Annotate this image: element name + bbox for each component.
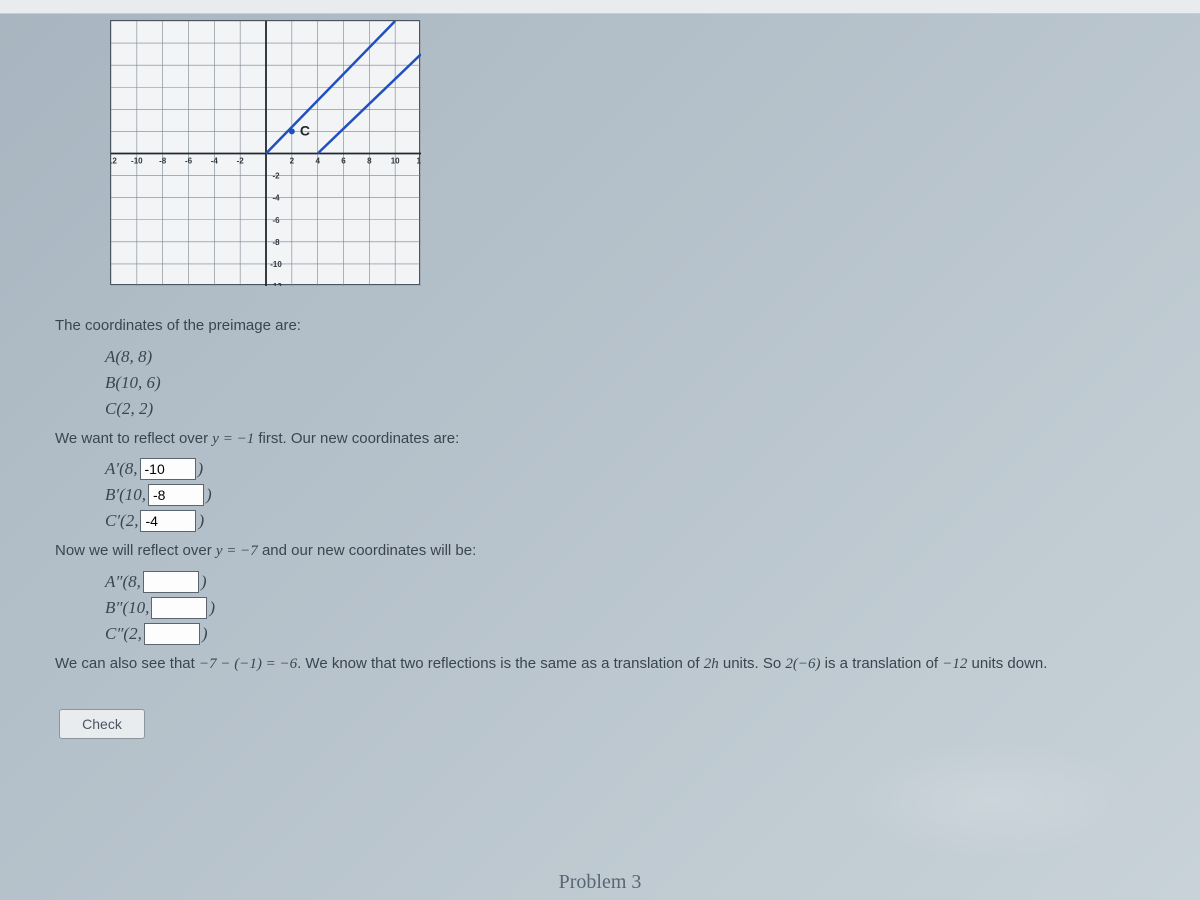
concl-c: units. So (719, 655, 786, 672)
C-prime-row: C′(2, ) (105, 508, 1170, 534)
graph-svg: -12 -10 -8 -6 -4 -2 2 4 6 8 10 12 -2 -4 -6 -8 -10 -12 C (111, 21, 421, 286)
B-prime-prefix: B′(10, (105, 485, 146, 505)
reflect1-a: We want to reflect over (55, 430, 212, 447)
svg-text:10: 10 (391, 157, 400, 166)
B-dprime-input[interactable] (151, 597, 207, 619)
B-dprime-row: B″(10, ) (105, 595, 1170, 621)
B-prime-input[interactable] (148, 484, 204, 506)
A-prime-row: A′(8, ) (105, 456, 1170, 482)
reflect1-b: first. Our new coordinates are: (254, 430, 459, 447)
svg-text:-2: -2 (237, 157, 245, 166)
svg-text:6: 6 (341, 157, 346, 166)
A-dprime-prefix: A″(8, (105, 572, 141, 592)
intro-text: The coordinates of the preimage are: (55, 315, 1170, 338)
reflect2-a: Now we will reflect over (55, 542, 216, 559)
concl-eq3: −12 (942, 656, 967, 672)
svg-text:-8: -8 (159, 157, 167, 166)
svg-text:-12: -12 (111, 157, 117, 166)
svg-text:-10: -10 (270, 260, 282, 269)
A-prime-close: ) (198, 459, 204, 479)
B-prime-row: B′(10, ) (105, 482, 1170, 508)
C-dprime-input[interactable] (144, 623, 200, 645)
svg-text:-8: -8 (272, 238, 280, 247)
svg-text:2: 2 (290, 157, 295, 166)
concl-a: We can also see that (55, 655, 199, 672)
concl-e: units down. (967, 655, 1047, 672)
B-prime-close: ) (206, 485, 212, 505)
A-dprime-close: ) (201, 572, 207, 592)
C-dprime-row: C″(2, ) (105, 621, 1170, 647)
B-dprime-close: ) (209, 598, 215, 618)
svg-text:-2: -2 (272, 172, 280, 181)
reflect2-eq: y = −7 (216, 543, 258, 559)
C-dprime-prefix: C″(2, (105, 624, 142, 644)
A-prime-input[interactable] (140, 458, 196, 480)
window-top-bar (0, 0, 1200, 14)
svg-text:-10: -10 (131, 157, 143, 166)
svg-text:-12: -12 (270, 282, 282, 286)
svg-text:-6: -6 (185, 157, 193, 166)
coordinate-graph: -12 -10 -8 -6 -4 -2 2 4 6 8 10 12 -2 -4 -6 -8 -10 -12 C (110, 20, 420, 285)
A-prime-prefix: A′(8, (105, 459, 138, 479)
concl-d: is a translation of (821, 655, 943, 672)
problem-label: Problem 3 (559, 871, 642, 894)
svg-text:-4: -4 (211, 157, 219, 166)
preimage-C: C(2, 2) (105, 396, 1170, 422)
preimage-B: B(10, 6) (105, 370, 1170, 396)
svg-text:12: 12 (417, 157, 421, 166)
concl-eq1: −7 − (−1) = −6 (199, 656, 297, 672)
A-dprime-row: A″(8, ) (105, 569, 1170, 595)
svg-text:-4: -4 (272, 194, 280, 203)
reflect1-eq: y = −1 (212, 431, 254, 447)
reflect2-text: Now we will reflect over y = −7 and our … (55, 540, 1170, 563)
C-prime-prefix: C′(2, (105, 511, 138, 531)
preimage-A: A(8, 8) (105, 344, 1170, 370)
concl-b: . We know that two reflections is the sa… (297, 655, 704, 672)
concl-eq2: 2(−6) (785, 656, 820, 672)
B-dprime-prefix: B″(10, (105, 598, 149, 618)
A-dprime-input[interactable] (143, 571, 199, 593)
conclusion-text: We can also see that −7 − (−1) = −6. We … (55, 653, 1170, 676)
svg-text:C: C (300, 122, 310, 138)
svg-text:8: 8 (367, 157, 372, 166)
screen-glare (840, 740, 1140, 860)
C-prime-close: ) (198, 511, 204, 531)
reflect1-text: We want to reflect over y = −1 first. Ou… (55, 428, 1170, 451)
concl-2h: 2h (704, 656, 719, 672)
C-prime-input[interactable] (140, 510, 196, 532)
C-dprime-close: ) (202, 624, 208, 644)
reflect2-b: and our new coordinates will be: (258, 542, 476, 559)
check-button[interactable]: Check (59, 709, 145, 739)
svg-text:4: 4 (315, 157, 320, 166)
svg-text:-6: -6 (272, 216, 280, 225)
problem-content: -12 -10 -8 -6 -4 -2 2 4 6 8 10 12 -2 -4 -6 -8 -10 -12 C Th… (0, 14, 1200, 739)
